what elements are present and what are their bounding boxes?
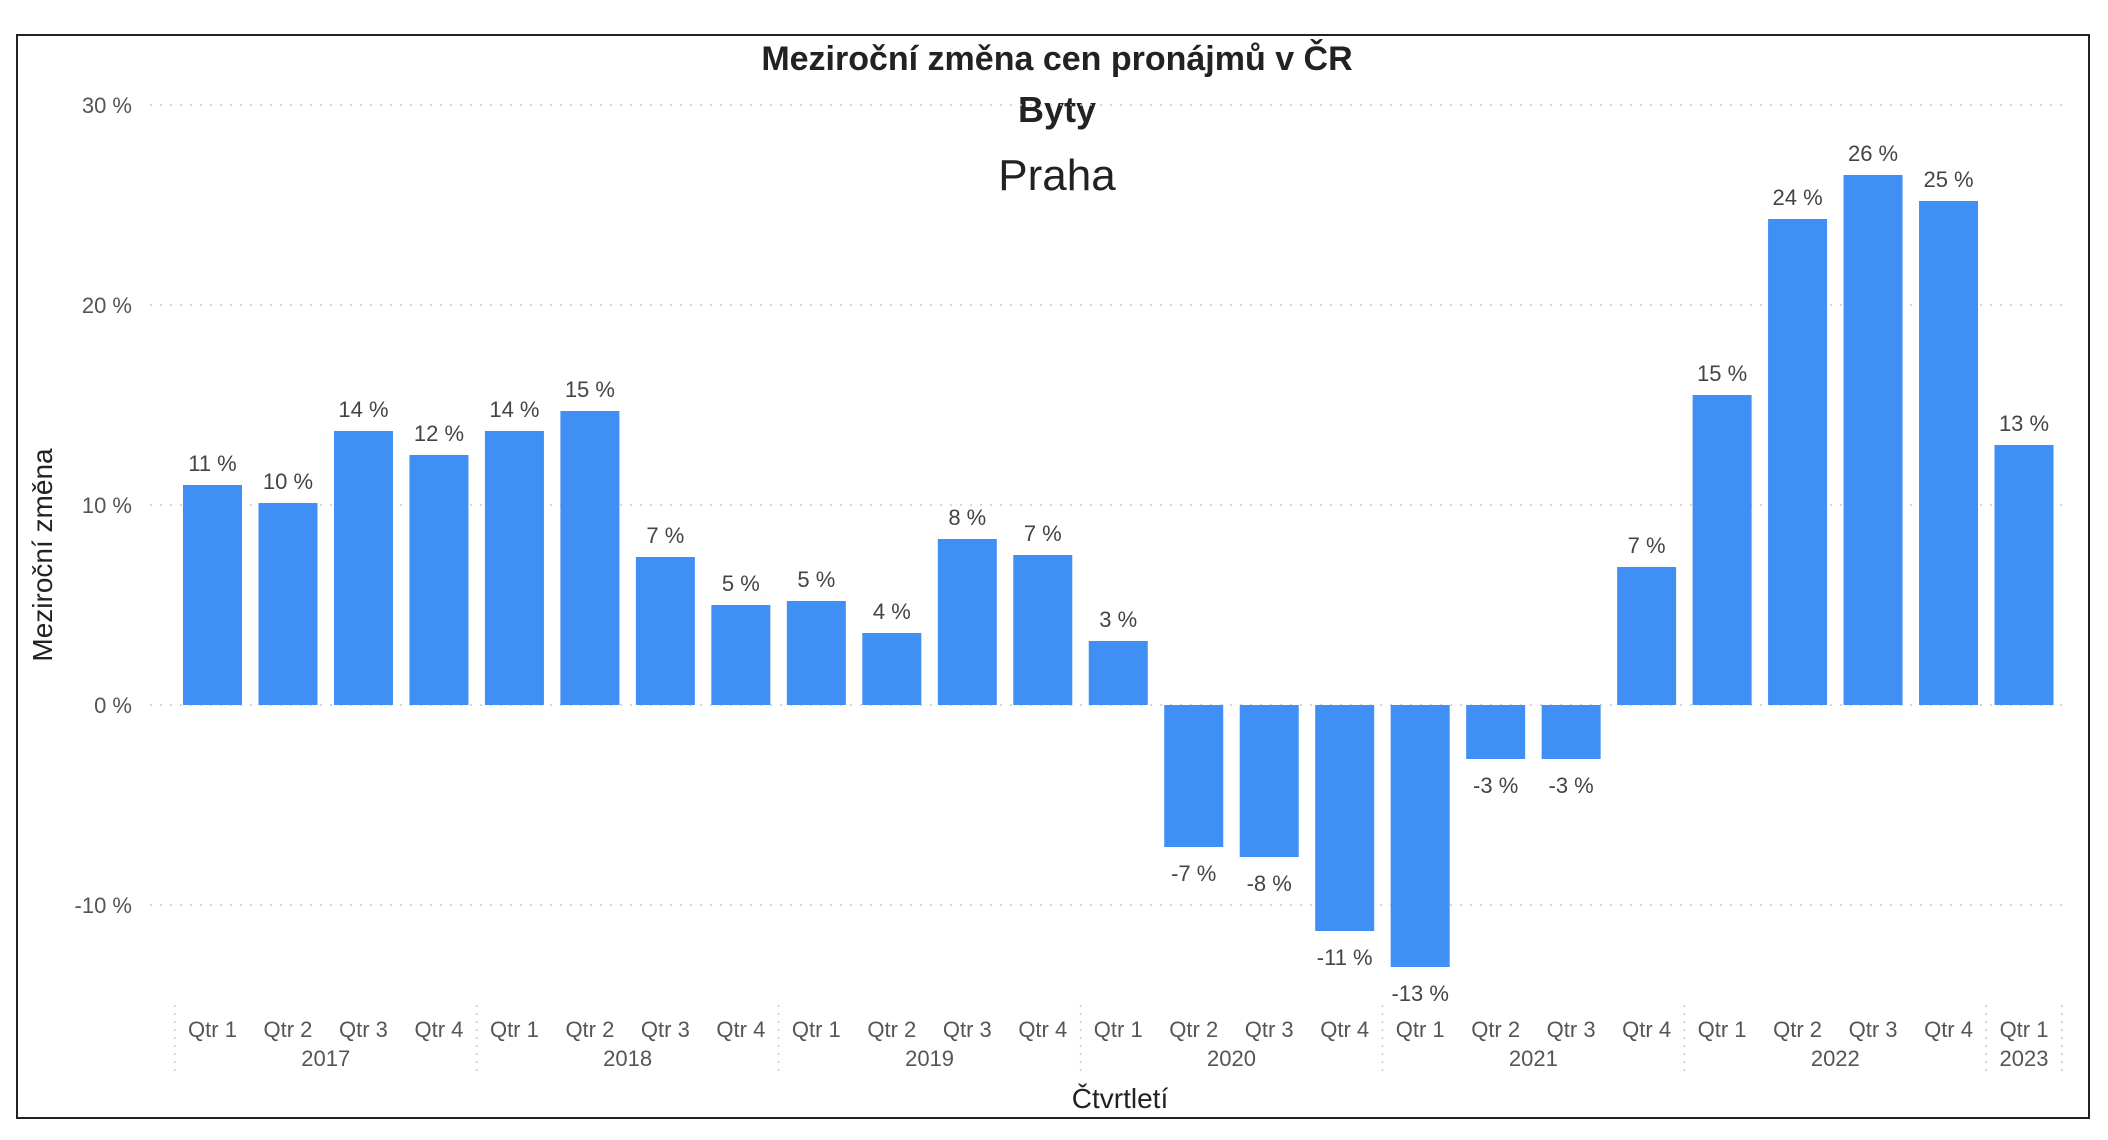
bar[interactable] bbox=[1315, 705, 1375, 931]
bar[interactable] bbox=[1239, 705, 1299, 857]
x-tick-label: Qtr 4 bbox=[1018, 1017, 1067, 1042]
x-tick-label: Qtr 2 bbox=[1169, 1017, 1218, 1042]
data-label: 7 % bbox=[646, 523, 684, 548]
x-tick-label: Qtr 1 bbox=[188, 1017, 237, 1042]
bar[interactable] bbox=[1843, 175, 1903, 705]
data-label: 7 % bbox=[1024, 521, 1062, 546]
y-axis-title: Meziroční změna bbox=[27, 448, 58, 662]
bar[interactable] bbox=[937, 539, 997, 705]
data-label: 11 % bbox=[188, 451, 237, 476]
data-label: -11 % bbox=[1317, 945, 1373, 970]
x-tick-label: Qtr 1 bbox=[1698, 1017, 1747, 1042]
data-label: -8 % bbox=[1247, 871, 1292, 896]
x-tick-label: Qtr 1 bbox=[1396, 1017, 1445, 1042]
x-tick-label: Qtr 1 bbox=[1094, 1017, 1143, 1042]
x-year-label: 2021 bbox=[1509, 1046, 1558, 1071]
chart-frame bbox=[16, 34, 2090, 1119]
data-label: 14 % bbox=[338, 397, 388, 422]
data-label: 10 % bbox=[263, 469, 313, 494]
grid-layer: 30 % 20 % 10 % 0 % -10 % bbox=[75, 93, 2062, 918]
bar[interactable] bbox=[333, 431, 393, 705]
x-tick-label: Qtr 3 bbox=[1547, 1017, 1596, 1042]
bar[interactable] bbox=[711, 605, 771, 705]
bar[interactable] bbox=[1994, 445, 2054, 705]
bar[interactable] bbox=[1919, 201, 1979, 705]
bar[interactable] bbox=[409, 455, 469, 705]
y-tick-label: 10 % bbox=[82, 493, 132, 518]
x-year-label: 2017 bbox=[301, 1046, 350, 1071]
data-label: -13 % bbox=[1391, 981, 1448, 1006]
data-label: 5 % bbox=[722, 571, 760, 596]
x-axis: Qtr 1 Qtr 2 Qtr 3 Qtr 4 Qtr 1 Qtr 2 Qtr 3 Qtr 4… bbox=[174, 1005, 2063, 1075]
x-year-label: 2020 bbox=[1207, 1046, 1256, 1071]
data-label: 4 % bbox=[873, 599, 911, 624]
bar-layer: 11 % 10 % 14 % 12 % 14 % 15 % 7 % 5 % 5 % 4 % 8 % 7… bbox=[183, 141, 2054, 1006]
data-label: 14 % bbox=[489, 397, 539, 422]
x-tick-label: Qtr 3 bbox=[1849, 1017, 1898, 1042]
x-year-label: 2023 bbox=[2000, 1046, 2049, 1071]
x-tick-label: Qtr 2 bbox=[1471, 1017, 1520, 1042]
y-tick-label: -10 % bbox=[75, 893, 132, 918]
x-tick-label: Qtr 1 bbox=[490, 1017, 539, 1042]
bar[interactable] bbox=[1466, 705, 1526, 759]
x-tick-label: Qtr 3 bbox=[641, 1017, 690, 1042]
bar[interactable] bbox=[1692, 395, 1752, 705]
x-year-label: 2019 bbox=[905, 1046, 954, 1071]
data-label: 25 % bbox=[1923, 167, 1973, 192]
data-label: 15 % bbox=[565, 377, 615, 402]
data-label: 24 % bbox=[1773, 185, 1823, 210]
bar[interactable] bbox=[635, 557, 695, 705]
bar[interactable] bbox=[862, 633, 922, 705]
data-label: 12 % bbox=[414, 421, 464, 446]
x-tick-label: Qtr 2 bbox=[1773, 1017, 1822, 1042]
bar[interactable] bbox=[1013, 555, 1073, 705]
bar[interactable] bbox=[1390, 705, 1450, 967]
x-tick-label: Qtr 4 bbox=[716, 1017, 765, 1042]
bar[interactable] bbox=[560, 411, 620, 705]
data-label: 13 % bbox=[1999, 411, 2049, 436]
x-tick-label: Qtr 4 bbox=[414, 1017, 463, 1042]
y-tick-label: 20 % bbox=[82, 293, 132, 318]
x-tick-label: Qtr 4 bbox=[1622, 1017, 1671, 1042]
x-tick-label: Qtr 2 bbox=[867, 1017, 916, 1042]
chart-subtitle: Byty bbox=[1018, 89, 1096, 130]
chart-region: Praha bbox=[998, 151, 1116, 200]
x-tick-label: Qtr 3 bbox=[943, 1017, 992, 1042]
x-tick-label: Qtr 3 bbox=[339, 1017, 388, 1042]
data-label: 3 % bbox=[1099, 607, 1137, 632]
chart-title: Meziroční změna cen pronájmů v ČR bbox=[761, 39, 1352, 78]
x-year-label: 2018 bbox=[603, 1046, 652, 1071]
y-tick-label: 0 % bbox=[94, 693, 132, 718]
data-label: 7 % bbox=[1628, 533, 1666, 558]
x-tick-label: Qtr 3 bbox=[1245, 1017, 1294, 1042]
x-tick-label: Qtr 2 bbox=[264, 1017, 313, 1042]
data-label: -3 % bbox=[1473, 773, 1518, 798]
x-tick-label: Qtr 1 bbox=[2000, 1017, 2049, 1042]
data-label: -7 % bbox=[1171, 861, 1216, 886]
bar[interactable] bbox=[786, 601, 846, 705]
data-label: 8 % bbox=[948, 505, 986, 530]
bar[interactable] bbox=[1617, 567, 1677, 705]
data-label: 15 % bbox=[1697, 361, 1747, 386]
x-tick-label: Qtr 4 bbox=[1924, 1017, 1973, 1042]
data-label: 5 % bbox=[797, 567, 835, 592]
data-label: -3 % bbox=[1549, 773, 1594, 798]
bar[interactable] bbox=[1541, 705, 1601, 759]
bar[interactable] bbox=[258, 503, 318, 705]
x-tick-label: Qtr 2 bbox=[565, 1017, 614, 1042]
y-tick-label: 30 % bbox=[82, 93, 132, 118]
data-label: 26 % bbox=[1848, 141, 1898, 166]
bar[interactable] bbox=[183, 485, 242, 705]
bar[interactable] bbox=[1088, 641, 1148, 705]
x-axis-title: Čtvrtletí bbox=[1072, 1083, 1169, 1114]
x-tick-label: Qtr 1 bbox=[792, 1017, 841, 1042]
bar[interactable] bbox=[1768, 219, 1828, 705]
bar[interactable] bbox=[1164, 705, 1224, 847]
bar[interactable] bbox=[484, 431, 544, 705]
x-year-label: 2022 bbox=[1811, 1046, 1860, 1071]
x-tick-label: Qtr 4 bbox=[1320, 1017, 1369, 1042]
